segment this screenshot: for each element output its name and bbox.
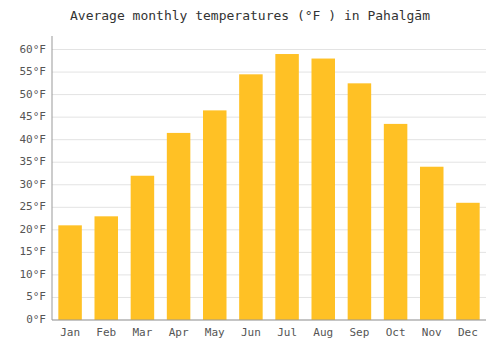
y-tick-label: 30°F [20, 178, 47, 191]
bar [58, 225, 82, 320]
bars [58, 54, 479, 320]
grid-line [52, 139, 486, 140]
x-axis-line [52, 320, 486, 321]
grid-line [52, 117, 486, 118]
x-tick-label: Dec [458, 326, 478, 339]
y-tick-label: 45°F [20, 110, 47, 123]
bar [239, 74, 263, 320]
x-tick-label: Mar [132, 326, 152, 339]
y-tick-label: 40°F [20, 133, 47, 146]
title: Average monthly temperatures (°F ) in Pa… [70, 8, 430, 23]
bar [311, 59, 335, 320]
bar [456, 203, 480, 320]
grid-line [52, 94, 486, 95]
grid-line [52, 320, 486, 321]
x-tick-label: Aug [313, 326, 333, 339]
y-tick-label: 55°F [20, 65, 47, 78]
x-tick-label: Oct [386, 326, 406, 339]
x-tick-label: Apr [169, 326, 189, 339]
x-axis: Jan Feb Mar Apr May Jun Jul Aug Sep Oct Nov Dec [52, 320, 486, 339]
x-tick-label: Jan [60, 326, 80, 339]
bar [167, 133, 191, 320]
grid-line [52, 49, 486, 50]
x-tick-label: Jun [241, 326, 261, 339]
y-tick-label: 35°F [20, 155, 47, 168]
x-tick-label: Feb [96, 326, 116, 339]
x-tick-label: Sep [349, 326, 369, 339]
y-axis-line [52, 36, 53, 320]
bar [275, 54, 299, 320]
y-tick-label: 50°F [20, 88, 47, 101]
bar [384, 124, 408, 320]
y-tick-label: 20°F [20, 223, 47, 236]
bar [131, 176, 155, 320]
y-tick-label: 25°F [20, 200, 47, 213]
grid-line [52, 162, 486, 163]
y-tick-label: 60°F [20, 43, 47, 56]
y-tick-label: 15°F [20, 245, 47, 258]
y-tick-label: 0°F [26, 313, 46, 326]
y-tick-label: 5°F [26, 290, 46, 303]
bar [203, 110, 227, 320]
y-tick-label: 10°F [20, 268, 47, 281]
chart: 0°F 5°F 10°F 15°F 20°F 25°F 30°F 35°F 40°F 45°F 50… [0, 0, 500, 350]
bar [94, 216, 118, 320]
y-axis: 0°F 5°F 10°F 15°F 20°F 25°F 30°F 35°F 40°F 45°F 50… [20, 36, 53, 326]
bar [420, 167, 444, 320]
x-tick-label: Nov [422, 326, 442, 339]
grid [52, 50, 486, 320]
x-tick-label: Jul [277, 326, 297, 339]
grid-line [52, 72, 486, 73]
x-tick-label: May [205, 326, 225, 339]
bar [348, 83, 372, 320]
